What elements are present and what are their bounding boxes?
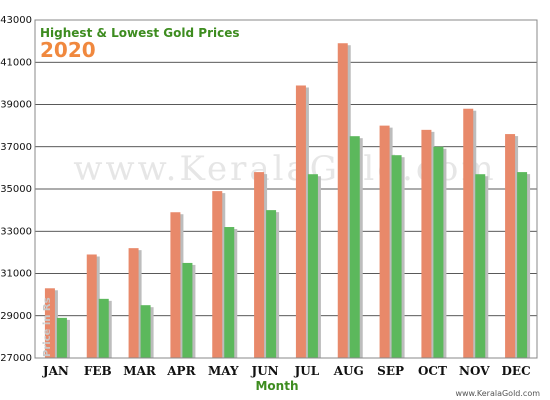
bar-highest-aug xyxy=(337,43,348,359)
x-tick-label: NOV xyxy=(459,364,490,378)
bar-highest-nov xyxy=(463,108,474,358)
bar-lowest-sep xyxy=(391,155,402,358)
y-tick-label: 29000 xyxy=(0,311,32,322)
x-tick-label: SEP xyxy=(377,364,404,378)
bar-lowest-jan xyxy=(56,317,67,358)
bar-lowest-dec xyxy=(517,172,528,358)
bar-highest-jul xyxy=(295,85,306,359)
bar-highest-dec xyxy=(505,134,516,358)
x-tick-label: JAN xyxy=(42,364,69,378)
bar-lowest-apr xyxy=(182,262,193,358)
bar-lowest-feb xyxy=(98,298,109,358)
chart-title: Highest & Lowest Gold Prices xyxy=(40,26,240,40)
plot-frame xyxy=(34,19,538,359)
x-tick-label: JUL xyxy=(294,364,320,378)
bar-highest-sep xyxy=(379,125,390,358)
x-tick-label: MAR xyxy=(123,364,157,378)
y-tick-label: 43000 xyxy=(0,15,32,26)
y-tick-label: 37000 xyxy=(0,142,32,153)
bar-highest-jan xyxy=(44,288,55,358)
x-tick-label: MAY xyxy=(208,364,239,378)
bar-highest-jun xyxy=(254,172,265,358)
y-tick-label: 33000 xyxy=(0,226,32,237)
bar-lowest-aug xyxy=(349,136,360,358)
credit-text: www.KeralaGold.com xyxy=(455,389,540,398)
y-tick-label: 31000 xyxy=(0,269,32,280)
x-axis-label: Month xyxy=(255,379,298,393)
x-tick-label: DEC xyxy=(502,364,531,378)
bar-lowest-may xyxy=(224,227,235,358)
x-tick-label: APR xyxy=(166,364,196,378)
bar-lowest-jun xyxy=(266,210,277,358)
y-tick-label: 27000 xyxy=(0,353,32,364)
y-tick-label: 39000 xyxy=(0,100,32,111)
x-tick-label: JUN xyxy=(251,364,279,378)
bar-highest-oct xyxy=(421,129,432,358)
bar-highest-may xyxy=(212,191,223,358)
y-axis-label: Price in Rs xyxy=(42,297,53,357)
y-tick-label: 41000 xyxy=(0,57,32,68)
x-tick-label: FEB xyxy=(84,364,112,378)
y-tick-labels: 27000 29000 31000 33000 35000 37000 39000 41000… xyxy=(0,15,32,364)
bar-highest-mar xyxy=(128,248,139,358)
bar-highest-feb xyxy=(86,254,97,358)
x-tick-labels: JAN FEB MAR APR MAY JUN JUL AUG SEP OCT NOV DEC xyxy=(42,364,531,378)
x-tick-label: AUG xyxy=(333,364,364,378)
y-tick-label: 35000 xyxy=(0,184,32,195)
bar-lowest-nov xyxy=(475,174,486,358)
bar-lowest-mar xyxy=(140,305,151,358)
bar-lowest-oct xyxy=(433,146,444,358)
x-tick-label: OCT xyxy=(418,364,447,378)
bars xyxy=(44,43,531,359)
chart-subtitle: 2020 xyxy=(40,38,96,62)
bar-lowest-jul xyxy=(307,174,318,358)
bar-highest-apr xyxy=(170,212,181,358)
